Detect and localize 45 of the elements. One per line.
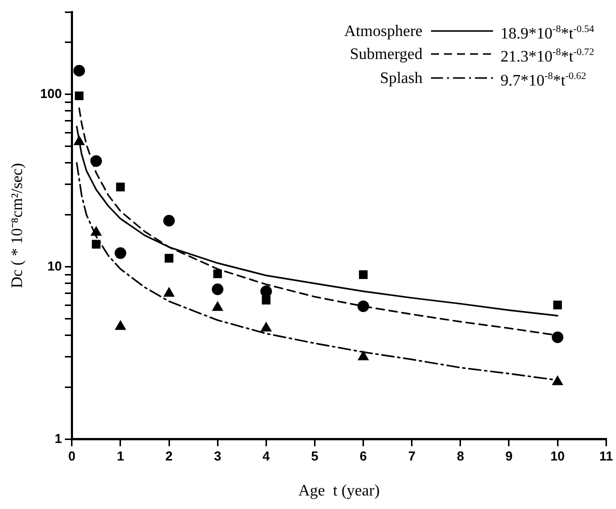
legend-label: Splash: [378, 68, 424, 89]
point: [164, 288, 174, 297]
x-tick-label: 10: [550, 448, 565, 464]
legend-label: Submerged: [348, 45, 424, 66]
point: [73, 64, 85, 77]
x-tick-label: 1: [116, 448, 124, 464]
x-tick-label: 9: [505, 448, 513, 464]
point: [213, 269, 222, 278]
y-tick-label: 10: [47, 258, 62, 274]
point: [212, 283, 224, 296]
x-tick-label: 3: [214, 448, 222, 464]
point: [163, 214, 175, 226]
annotation: 18.9*10$^{-8}$*t$^{-0.54}$: [500, 23, 596, 44]
y-tick-label: 1: [54, 430, 62, 446]
point: [74, 91, 84, 100]
legend-label: Atmosphere: [344, 22, 424, 42]
point: [553, 300, 562, 310]
point: [114, 247, 126, 259]
point: [552, 331, 564, 344]
x-tick-label: 7: [408, 448, 416, 464]
x-tick-label: 8: [456, 448, 464, 464]
point: [164, 254, 174, 263]
x-tick-label: 0: [68, 448, 76, 464]
point: [357, 300, 370, 312]
x-tick-label: 6: [360, 448, 367, 464]
point: [212, 302, 223, 311]
y-axis-title: Dc ( * 10⁻⁸cm²/sec): [8, 163, 26, 288]
point: [91, 226, 102, 236]
point: [261, 322, 272, 332]
point: [116, 182, 125, 192]
point: [552, 376, 563, 386]
x-tick-label: 2: [165, 448, 173, 464]
point: [358, 351, 368, 360]
x-axis-title: Age t (year): [298, 482, 380, 500]
point: [260, 286, 272, 298]
point: [92, 240, 101, 249]
point: [262, 296, 270, 305]
annotation: 9.7*10$^{-8}$*t$^{-0.62}$: [500, 70, 588, 90]
y-tick-label: 100: [40, 86, 62, 101]
annotation: 21.3*10$^{-8}$*t$^{-0.72}$: [500, 46, 596, 67]
point: [358, 270, 368, 279]
x-tick-label: 4: [262, 448, 271, 464]
x-tick-label: 5: [311, 448, 318, 464]
point: [115, 320, 126, 330]
x-tick-label: 11: [599, 448, 614, 464]
